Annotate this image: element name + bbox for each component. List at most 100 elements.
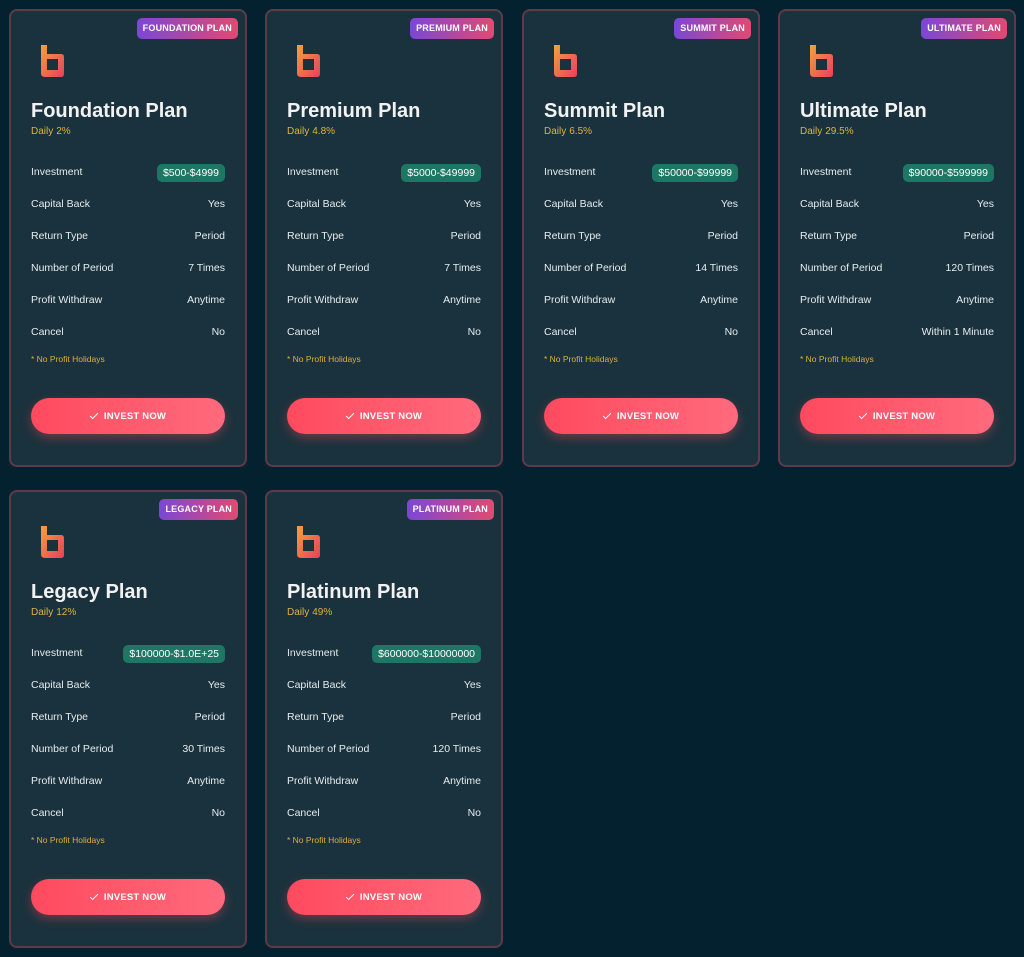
row-investment: Investment $500-$4999 bbox=[31, 163, 225, 195]
daily-rate: Daily 4.8% bbox=[287, 126, 335, 137]
row-cancel: Cancel No bbox=[287, 323, 481, 355]
investment-range-pill: $500-$4999 bbox=[156, 164, 225, 182]
return-type-label: Return Type bbox=[287, 230, 345, 242]
daily-rate: Daily 12% bbox=[31, 607, 76, 618]
row-cancel: Cancel No bbox=[287, 804, 481, 836]
row-periods: Number of Period 120 Times bbox=[800, 259, 994, 291]
investment-label: Investment bbox=[31, 166, 83, 178]
invest-now-button[interactable]: INVEST NOW bbox=[800, 398, 994, 434]
invest-now-button[interactable]: INVEST NOW bbox=[31, 398, 225, 434]
row-cancel: Cancel No bbox=[31, 323, 225, 355]
plan-badge: LEGACY PLAN bbox=[159, 499, 238, 520]
profit-withdraw-label: Profit Withdraw bbox=[287, 294, 359, 306]
row-cancel: Cancel Within 1 Minute bbox=[800, 323, 994, 355]
periods-value: 30 Times bbox=[182, 743, 225, 755]
no-profit-holidays-note: * No Profit Holidays bbox=[31, 835, 105, 845]
row-profit-withdraw: Profit Withdraw Anytime bbox=[800, 291, 994, 323]
investment-range-pill: $100000-$1.0E+25 bbox=[123, 645, 225, 663]
return-type-label: Return Type bbox=[800, 230, 858, 242]
row-periods: Number of Period 7 Times bbox=[31, 259, 225, 291]
daily-rate: Daily 49% bbox=[287, 607, 332, 618]
plan-title: Premium Plan bbox=[287, 100, 421, 122]
periods-value: 120 Times bbox=[432, 743, 481, 755]
periods-value: 7 Times bbox=[444, 262, 481, 274]
plan-badge: PLATINUM PLAN bbox=[406, 499, 494, 520]
no-profit-holidays-note: * No Profit Holidays bbox=[544, 354, 618, 364]
investment-range-pill: $600000-$10000000 bbox=[372, 645, 481, 663]
check-icon bbox=[858, 410, 868, 419]
plan-title: Ultimate Plan bbox=[800, 100, 927, 122]
cancel-value: No bbox=[211, 807, 225, 819]
plan-card-legacy: LEGACY PLAN Legacy Plan Daily 12% Investm… bbox=[9, 490, 247, 948]
plan-details: Investment $600000-$10000000 Capital Back… bbox=[287, 644, 481, 836]
brand-logo-icon bbox=[297, 526, 320, 558]
cancel-label: Cancel bbox=[800, 326, 833, 338]
plan-details: Investment $5000-$49999 Capital Back Yes R… bbox=[287, 163, 481, 355]
cancel-label: Cancel bbox=[31, 326, 64, 338]
investment-range-pill: $90000-$599999 bbox=[902, 164, 994, 182]
row-return-type: Return Type Period bbox=[287, 227, 481, 259]
daily-value: 12% bbox=[56, 607, 77, 618]
plan-details: Investment $100000-$1.0E+25 Capital Back Y… bbox=[31, 644, 225, 836]
profit-withdraw-label: Profit Withdraw bbox=[287, 775, 359, 787]
plan-badge: PREMIUM PLAN bbox=[410, 18, 494, 39]
check-icon bbox=[602, 410, 612, 419]
return-type-label: Return Type bbox=[31, 711, 89, 723]
daily-rate: Daily 2% bbox=[31, 126, 71, 137]
profit-withdraw-value: Anytime bbox=[700, 294, 738, 306]
row-return-type: Return Type Period bbox=[31, 708, 225, 740]
profit-withdraw-value: Anytime bbox=[443, 294, 481, 306]
row-profit-withdraw: Profit Withdraw Anytime bbox=[31, 291, 225, 323]
invest-now-label: INVEST NOW bbox=[359, 891, 423, 903]
plan-card-foundation: FOUNDATION PLAN Foundation Plan Daily 2% … bbox=[9, 9, 247, 467]
return-type-value: Period bbox=[450, 711, 481, 723]
profit-withdraw-label: Profit Withdraw bbox=[800, 294, 872, 306]
no-profit-holidays-note: * No Profit Holidays bbox=[287, 354, 361, 364]
daily-value: 49% bbox=[312, 607, 333, 618]
profit-withdraw-label: Profit Withdraw bbox=[31, 294, 103, 306]
invest-now-button[interactable]: INVEST NOW bbox=[287, 398, 481, 434]
plan-title: Summit Plan bbox=[544, 100, 666, 122]
periods-label: Number of Period bbox=[544, 262, 627, 274]
return-type-value: Period bbox=[194, 230, 225, 242]
profit-withdraw-label: Profit Withdraw bbox=[544, 294, 616, 306]
capital-back-value: Yes bbox=[720, 198, 738, 210]
plan-badge: ULTIMATE PLAN bbox=[921, 18, 1007, 39]
invest-now-button[interactable]: INVEST NOW bbox=[287, 879, 481, 915]
plan-title: Foundation Plan bbox=[31, 100, 188, 122]
return-type-label: Return Type bbox=[31, 230, 89, 242]
plan-card-premium: PREMIUM PLAN Premium Plan Daily 4.8% Inve… bbox=[265, 9, 503, 467]
daily-value: 4.8% bbox=[312, 126, 336, 137]
investment-range-pill: $50000-$99999 bbox=[652, 164, 738, 182]
row-investment: Investment $50000-$99999 bbox=[544, 163, 738, 195]
row-capital-back: Capital Back Yes bbox=[800, 195, 994, 227]
plan-card-ultimate: ULTIMATE PLAN Ultimate Plan Daily 29.5% I… bbox=[778, 9, 1016, 467]
return-type-value: Period bbox=[963, 230, 994, 242]
invest-now-label: INVEST NOW bbox=[103, 410, 167, 422]
investment-label: Investment bbox=[287, 166, 339, 178]
check-icon bbox=[89, 410, 99, 419]
row-periods: Number of Period 30 Times bbox=[31, 740, 225, 772]
plan-title: Platinum Plan bbox=[287, 581, 420, 603]
invest-now-label: INVEST NOW bbox=[616, 410, 680, 422]
return-type-value: Period bbox=[707, 230, 738, 242]
daily-label: Daily bbox=[544, 126, 567, 137]
row-cancel: Cancel No bbox=[31, 804, 225, 836]
row-capital-back: Capital Back Yes bbox=[31, 676, 225, 708]
row-cancel: Cancel No bbox=[544, 323, 738, 355]
brand-logo-icon bbox=[554, 45, 577, 77]
row-return-type: Return Type Period bbox=[31, 227, 225, 259]
plan-card-platinum: PLATINUM PLAN Platinum Plan Daily 49% Inv… bbox=[265, 490, 503, 948]
profit-withdraw-value: Anytime bbox=[187, 294, 225, 306]
daily-label: Daily bbox=[800, 126, 823, 137]
periods-label: Number of Period bbox=[800, 262, 883, 274]
cancel-value: No bbox=[211, 326, 225, 338]
profit-withdraw-label: Profit Withdraw bbox=[31, 775, 103, 787]
invest-now-button[interactable]: INVEST NOW bbox=[31, 879, 225, 915]
invest-now-button[interactable]: INVEST NOW bbox=[544, 398, 738, 434]
cancel-value: No bbox=[467, 807, 481, 819]
capital-back-value: Yes bbox=[976, 198, 994, 210]
brand-logo-icon bbox=[297, 45, 320, 77]
cancel-label: Cancel bbox=[287, 326, 320, 338]
periods-label: Number of Period bbox=[287, 262, 370, 274]
